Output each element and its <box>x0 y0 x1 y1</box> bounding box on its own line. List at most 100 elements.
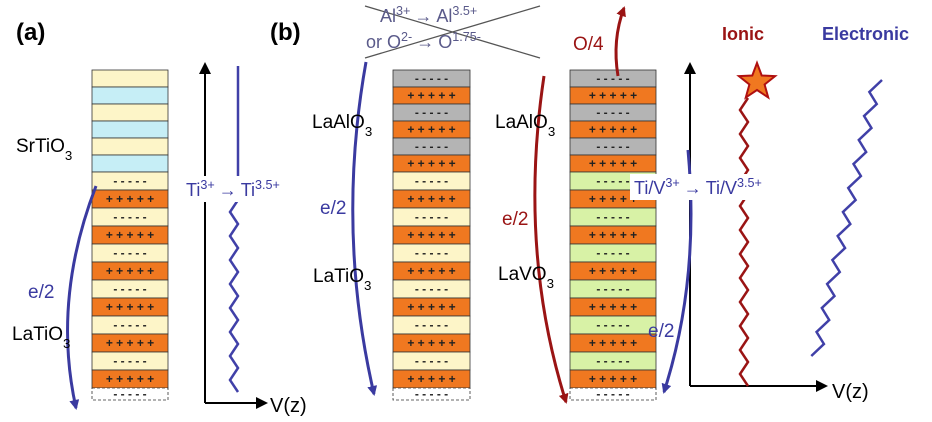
layer-sign: + + + + + <box>407 228 455 242</box>
star <box>739 63 775 97</box>
layer <box>92 70 168 87</box>
layer-sign: + + + + + <box>589 372 637 386</box>
layer-sign: - - - - - <box>113 354 146 368</box>
label: SrTiO3 <box>16 136 72 163</box>
label-part: Ti <box>241 180 255 200</box>
layer-sign: + + + + + <box>589 264 637 278</box>
layer-sign: - - - - - <box>596 106 629 120</box>
label-part: 3+ <box>665 176 679 190</box>
label-part: → <box>219 180 237 200</box>
layer <box>92 87 168 104</box>
potential-line <box>230 66 238 392</box>
label: V(z) <box>832 381 869 403</box>
layer-sign: - - - - - <box>113 210 146 224</box>
layer <box>92 155 168 172</box>
label-part: O <box>438 32 452 52</box>
layer-sign: + + + + + <box>407 300 455 314</box>
layer-sign: - - - - - <box>415 282 448 296</box>
label: LaVO3 <box>498 264 554 291</box>
layer-sign: + + + + + <box>589 228 637 242</box>
layer-sign: - - - - - <box>596 72 629 86</box>
potential-line <box>811 80 882 356</box>
label-part: 1.75- <box>452 30 481 44</box>
label: LaAlO3 <box>495 112 555 139</box>
label: Ionic <box>722 24 764 44</box>
layer-sign: + + + + + <box>589 336 637 350</box>
layer-sign: - - - - - <box>415 106 448 120</box>
label: V(z) <box>270 395 307 417</box>
label-part: 3.5+ <box>452 4 477 18</box>
label-part: LaTiO <box>12 324 63 345</box>
layer-sign: + + + + + <box>106 192 154 206</box>
layer-sign: - - - - - <box>415 174 448 188</box>
label-part: 3+ <box>200 178 214 192</box>
layer-sign: + + + + + <box>407 192 455 206</box>
layer-sign: - - - - - <box>415 354 448 368</box>
label-part: 3 <box>364 278 371 293</box>
layer-sign: + + + + + <box>589 123 637 137</box>
label-part: 3 <box>365 124 372 139</box>
layer-sign: - - - - - <box>113 318 146 332</box>
layer-sign: - - - - - <box>596 246 629 260</box>
layer-sign: + + + + + <box>407 89 455 103</box>
layer-sign: + + + + + <box>106 300 154 314</box>
ion-arrow <box>616 8 624 76</box>
layer-sign: + + + + + <box>106 228 154 242</box>
label: e/2 <box>648 321 674 342</box>
label-part: or O <box>366 32 401 52</box>
layer-sign: + + + + + <box>106 336 154 350</box>
label: Electronic <box>822 24 909 44</box>
layer-sign: - - - - - <box>415 140 448 154</box>
label-part: 3 <box>63 336 70 351</box>
layer-sign: + + + + + <box>407 336 455 350</box>
layer-sign: + + + + + <box>106 372 154 386</box>
label-part: 3+ <box>396 4 410 18</box>
layer-sign: + + + + + <box>589 192 637 206</box>
potential-line <box>740 98 748 386</box>
label-part: 2- <box>401 30 412 44</box>
layer-stacks: - - - - -+ + + + +- - - - -+ + + + +- - … <box>92 70 656 401</box>
layer-sign: + + + + + <box>589 89 637 103</box>
label-part: LaVO <box>498 264 547 285</box>
label-part: LaTiO <box>313 266 364 287</box>
label-part: Ti <box>186 180 200 200</box>
layer-sign: + + + + + <box>407 264 455 278</box>
label-part: → <box>414 6 432 26</box>
label-part: Al <box>380 6 396 26</box>
layer-sign: - - - - - <box>113 387 146 401</box>
layer-sign: - - - - - <box>596 174 629 188</box>
label-part: → <box>684 178 702 198</box>
label-part: Ti/V <box>706 178 737 198</box>
label-part: 3 <box>548 124 555 139</box>
layer-sign: - - - - - <box>113 246 146 260</box>
layer-sign: - - - - - <box>596 318 629 332</box>
label: e/2 <box>28 282 54 303</box>
label: LaTiO3 <box>12 324 70 351</box>
layer-sign: - - - - - <box>113 282 146 296</box>
label: Al3+→Al3.5+ <box>380 4 477 26</box>
layer-sign: - - - - - <box>415 318 448 332</box>
label-part: → <box>416 32 434 52</box>
layer-sign: - - - - - <box>596 282 629 296</box>
layer-sign: - - - - - <box>415 210 448 224</box>
layer-sign: - - - - - <box>596 354 629 368</box>
label: e/2 <box>502 209 528 230</box>
label-part: 3.5+ <box>255 178 280 192</box>
label-part: 3 <box>547 276 554 291</box>
label-part: LaAlO <box>495 112 548 133</box>
label-part: 3 <box>65 148 72 163</box>
layer-sign: - - - - - <box>113 174 146 188</box>
layer-sign: + + + + + <box>589 157 637 171</box>
layer-sign: - - - - - <box>415 246 448 260</box>
label: (b) <box>270 19 301 46</box>
label: LaAlO3 <box>312 112 372 139</box>
layer-sign: - - - - - <box>596 387 629 401</box>
layer <box>92 121 168 138</box>
label-part: Ti/V <box>634 178 665 198</box>
layer-sign: + + + + + <box>589 300 637 314</box>
label: (a) <box>16 19 45 46</box>
layer-sign: + + + + + <box>407 123 455 137</box>
layer-sign: - - - - - <box>415 72 448 86</box>
label: or O2- →O1.75- <box>366 30 481 52</box>
label-part: SrTiO <box>16 136 65 157</box>
